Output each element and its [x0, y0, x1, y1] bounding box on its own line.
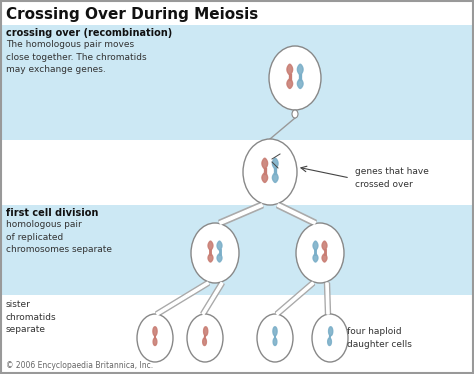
Ellipse shape: [191, 223, 239, 283]
Polygon shape: [217, 254, 222, 262]
Polygon shape: [273, 158, 278, 169]
Polygon shape: [328, 338, 331, 346]
Polygon shape: [262, 173, 268, 183]
Ellipse shape: [312, 314, 348, 362]
Text: genes that have
crossed over: genes that have crossed over: [355, 167, 429, 189]
Polygon shape: [201, 282, 224, 315]
Text: first cell division: first cell division: [6, 208, 99, 218]
Polygon shape: [262, 158, 268, 169]
Polygon shape: [203, 327, 208, 336]
Bar: [0, 205, 474, 295]
Polygon shape: [155, 281, 210, 316]
Polygon shape: [326, 283, 329, 314]
Polygon shape: [273, 338, 277, 346]
Polygon shape: [153, 338, 157, 346]
Polygon shape: [287, 79, 292, 88]
Ellipse shape: [292, 110, 298, 118]
Text: sister
chromatids
separate: sister chromatids separate: [6, 300, 56, 334]
Ellipse shape: [187, 314, 223, 362]
Bar: [0, 25, 474, 140]
Polygon shape: [276, 282, 314, 315]
Polygon shape: [297, 79, 303, 88]
Polygon shape: [273, 327, 277, 336]
Polygon shape: [217, 241, 222, 250]
Polygon shape: [322, 241, 327, 250]
Polygon shape: [208, 241, 213, 250]
Text: © 2006 Encyclopaedia Britannica, Inc.: © 2006 Encyclopaedia Britannica, Inc.: [6, 361, 153, 370]
Ellipse shape: [257, 314, 293, 362]
Ellipse shape: [296, 223, 344, 283]
Polygon shape: [202, 282, 223, 315]
Polygon shape: [277, 202, 316, 226]
Text: four haploid
daughter cells: four haploid daughter cells: [347, 327, 412, 349]
Polygon shape: [219, 204, 263, 224]
Text: homologous pair
of replicated
chromosomes separate: homologous pair of replicated chromosome…: [6, 220, 112, 254]
Polygon shape: [203, 338, 206, 346]
Polygon shape: [313, 241, 318, 250]
Text: Crossing Over During Meiosis: Crossing Over During Meiosis: [6, 6, 258, 21]
Polygon shape: [208, 254, 213, 262]
Polygon shape: [153, 327, 157, 336]
Polygon shape: [219, 202, 263, 226]
Bar: [0, 295, 474, 370]
Polygon shape: [273, 173, 278, 183]
Ellipse shape: [243, 139, 297, 205]
Polygon shape: [322, 254, 327, 262]
Polygon shape: [325, 283, 330, 314]
Text: The homologous pair moves
close together. The chromatids
may exchange genes.: The homologous pair moves close together…: [6, 40, 146, 74]
Ellipse shape: [137, 314, 173, 362]
Polygon shape: [156, 282, 209, 315]
Polygon shape: [297, 64, 303, 75]
Bar: [0, 140, 474, 205]
Polygon shape: [328, 327, 333, 336]
Text: crossing over (recombination): crossing over (recombination): [6, 28, 172, 38]
Ellipse shape: [269, 46, 321, 110]
Polygon shape: [277, 204, 316, 224]
Polygon shape: [287, 64, 292, 75]
Polygon shape: [313, 254, 318, 262]
Bar: [0, 0, 474, 25]
Polygon shape: [275, 281, 315, 316]
